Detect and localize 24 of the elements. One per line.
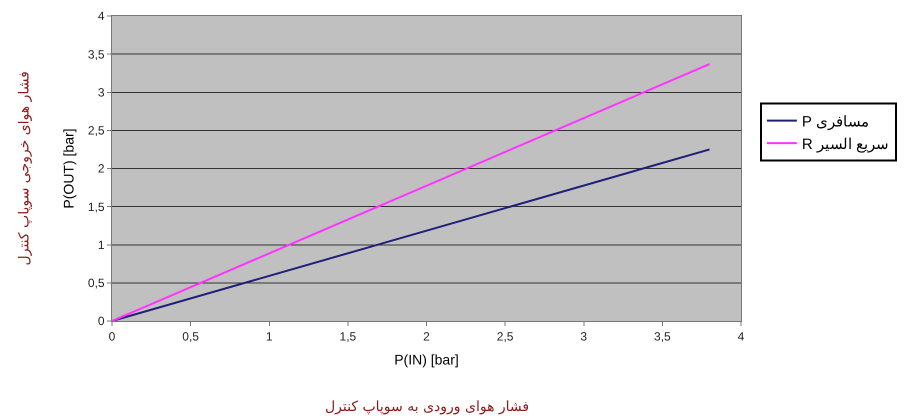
text: فشار هوای خروجی سوپاپ کنترل xyxy=(16,71,32,266)
y-tick-label: 4 xyxy=(98,9,105,24)
y-tick-label: 0 xyxy=(98,314,105,328)
legend-label: P مسافری xyxy=(802,114,869,130)
x-tick-label: 4 xyxy=(738,329,745,344)
x-tick-label: 3 xyxy=(580,329,588,344)
legend-label: R سریع السیر xyxy=(802,136,890,153)
x-tick-label: 0,5 xyxy=(182,329,200,344)
y-tick-label: 2 xyxy=(98,162,105,176)
x-tick-label: 1,5 xyxy=(340,329,357,344)
x-tick-label: 2 xyxy=(423,329,430,344)
text: فشار هوای ورودی به سوپاپ کنترل xyxy=(325,399,530,415)
x-tick-label: 1 xyxy=(266,329,273,344)
y-tick-label: 1,5 xyxy=(88,200,105,214)
y-tick-label: 3,5 xyxy=(88,47,105,62)
y-tick-label: 2,5 xyxy=(88,124,105,138)
x-tick-label: 0 xyxy=(108,329,116,344)
x-tick-label: 3,5 xyxy=(654,329,672,344)
x-axis-title: P(IN) [bar] xyxy=(394,352,459,368)
y-tick-label: 1 xyxy=(98,238,105,252)
x-tick-label: 2,5 xyxy=(496,329,514,344)
y-axis-title: P(OUT) [bar] xyxy=(60,128,77,209)
y-tick-label: 0,5 xyxy=(88,276,105,290)
y-tick-label: 3 xyxy=(98,85,105,100)
